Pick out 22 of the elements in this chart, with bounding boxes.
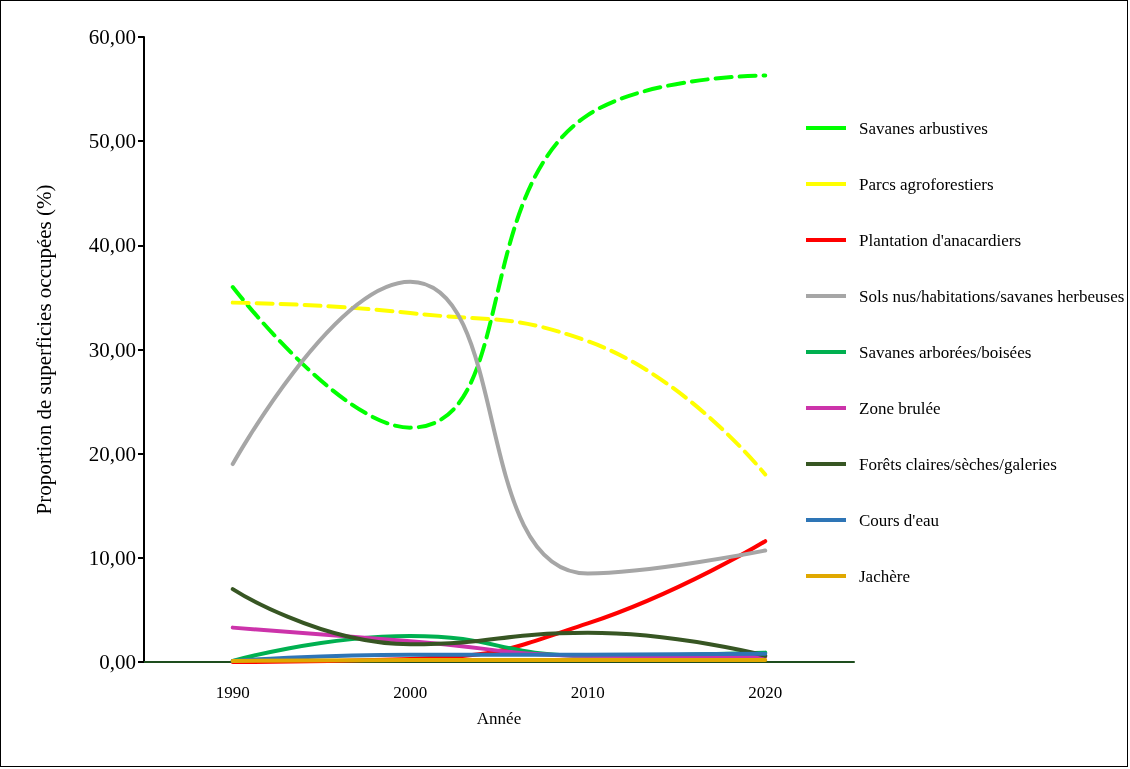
y-tick-label: 50,00 — [88, 129, 136, 154]
legend-label: Forêts claires/sèches/galeries — [859, 454, 1057, 474]
legend-label: Sols nus/habitations/savanes herbeuses — [859, 286, 1125, 306]
legend-label: Savanes arbustives — [859, 118, 988, 138]
y-tick-label: 10,00 — [88, 545, 136, 570]
y-tick-label: 30,00 — [88, 337, 136, 362]
x-tick-label: 2000 — [393, 683, 428, 702]
legend-label: Zone brulée — [859, 398, 941, 418]
legend-label: Parcs agroforestiers — [859, 174, 994, 194]
y-tick-label: 40,00 — [88, 233, 136, 258]
y-axis-title: Proportion de superficies occupées (%) — [31, 184, 56, 515]
y-tick-label: 60,00 — [88, 25, 136, 49]
legend-label: Savanes arborées/boisées — [859, 342, 1032, 362]
legend-label: Plantation d'anacardiers — [859, 230, 1022, 250]
x-tick-label: 2020 — [748, 683, 783, 702]
legend-label: Jachère — [859, 566, 910, 586]
x-tick-label: 2010 — [570, 683, 605, 702]
legend-label: Cours d'eau — [859, 510, 940, 530]
y-tick-label: 0,00 — [99, 650, 136, 674]
x-axis-title: Année — [476, 709, 522, 728]
x-tick-label: 1990 — [215, 683, 250, 702]
y-tick-label: 20,00 — [88, 441, 136, 466]
